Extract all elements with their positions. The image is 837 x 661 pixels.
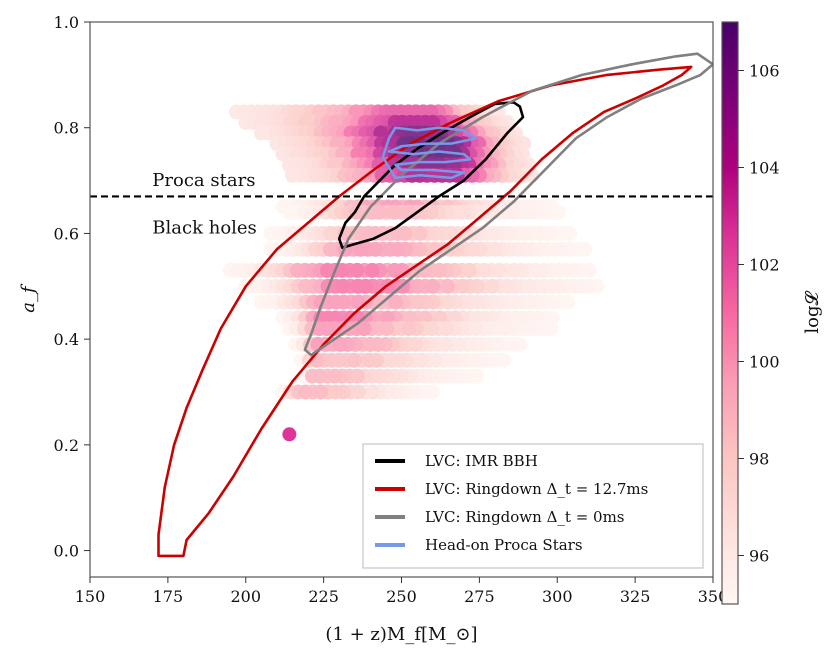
x-tick-label: 200 — [230, 587, 261, 606]
scatter-point — [346, 352, 362, 368]
colorbar-tick-label: 96 — [749, 547, 769, 566]
scatter-point — [401, 321, 417, 337]
scatter-point — [423, 321, 439, 337]
x-tick-label: 175 — [153, 587, 184, 606]
scatter-point — [461, 262, 477, 278]
scatter-point — [367, 241, 383, 257]
x-tick-label: 325 — [620, 587, 651, 606]
scatter-point — [432, 262, 447, 278]
scatter-point — [440, 278, 456, 294]
colorbar-gradient — [721, 21, 739, 605]
y-axis-label: a_f — [18, 283, 39, 313]
scatter-point — [313, 384, 328, 400]
scatter-point — [304, 368, 320, 384]
scatter-point — [352, 241, 368, 257]
scatter-point — [425, 278, 441, 294]
x-tick-label: 275 — [464, 587, 495, 606]
scatter-point — [397, 225, 413, 241]
scatter-points — [222, 104, 605, 400]
scatter-point — [453, 204, 469, 220]
y-tick-label: 0.8 — [54, 119, 79, 138]
scatter-point — [499, 278, 515, 294]
x-tick-label: 350 — [698, 587, 729, 606]
scatter-point — [365, 384, 381, 400]
scatter-point — [455, 278, 471, 294]
x-tick-label: 300 — [542, 587, 573, 606]
scatter-point — [504, 336, 520, 352]
scatter-point — [485, 278, 500, 294]
series-contour-1 — [337, 101, 525, 249]
scatter-point — [298, 114, 314, 130]
series-contour-3 — [303, 52, 713, 357]
scatter-point — [388, 294, 404, 310]
axes: Proca stars Black holes 150 175 200 225 250 275… — [18, 13, 728, 645]
scatter-point — [379, 321, 394, 337]
scatter-point — [349, 262, 365, 278]
x-tick-label: 250 — [386, 587, 417, 606]
scatter-point — [371, 204, 387, 220]
scatter-point — [487, 241, 503, 257]
x-tick-label: 225 — [308, 587, 339, 606]
legend-label: LVC: Ringdown Δ_t = 0ms — [425, 508, 625, 526]
scatter-point — [298, 384, 314, 400]
x-tick-label: 150 — [75, 587, 106, 606]
colorbar-label: log𝓛 — [802, 290, 823, 333]
scatter-point — [332, 336, 348, 352]
scatter-point — [427, 241, 443, 257]
scatter-point — [537, 278, 553, 294]
legend: LVC: IMR BBH LVC: Ringdown Δ_t = 12.7ms LV… — [362, 443, 704, 569]
scatter-point — [387, 262, 403, 278]
scatter-point — [361, 352, 377, 368]
scatter-point — [351, 294, 366, 310]
scatter-point — [425, 114, 441, 130]
y-tick-label: 0.4 — [54, 330, 79, 349]
x-axis-label: (1 + z)M_f[M_⊙] — [325, 624, 477, 645]
annotation-2: Black holes — [152, 217, 257, 238]
scatter-point — [410, 294, 426, 310]
scatter-point — [386, 204, 402, 220]
scatter-point — [491, 262, 507, 278]
scatter-point — [551, 262, 567, 278]
legend-label: LVC: Ringdown Δ_t = 12.7ms — [425, 480, 648, 498]
y-tick-label: 0.0 — [54, 542, 79, 561]
y-tick-label: 0.6 — [54, 224, 79, 243]
scatter-point — [282, 427, 297, 442]
colorbar-tick-label: 102 — [749, 256, 780, 275]
scatter-point — [438, 321, 454, 337]
scatter-point — [364, 262, 380, 278]
y-tick-label: 0.2 — [54, 436, 79, 455]
scatter-point — [349, 368, 365, 384]
legend-label: Head-on Proca Stars — [425, 536, 583, 554]
scatter-point — [390, 241, 406, 257]
plot-area — [90, 52, 713, 558]
annotation-1: Proca stars — [152, 170, 255, 191]
scatter-point — [407, 336, 423, 352]
scatter-point — [334, 262, 350, 278]
scatter-point — [412, 225, 428, 241]
legend-label: LVC: IMR BBH — [425, 452, 538, 470]
colorbar-tick-label: 98 — [749, 450, 769, 469]
scatter-point — [357, 278, 373, 294]
y-tick-label: 1.0 — [54, 13, 79, 32]
scatter-point — [498, 204, 514, 220]
scatter-point — [506, 262, 522, 278]
colorbar-tick-label: 106 — [749, 62, 780, 81]
legend-box — [362, 443, 704, 569]
colorbar: 96 98 100 102 104 106 log𝓛 — [721, 21, 823, 605]
scatter-point — [356, 321, 372, 337]
colorbar-tick-label: 100 — [749, 353, 780, 372]
scatter-point — [336, 294, 352, 310]
scatter-point — [442, 225, 458, 241]
series-contour-4 — [381, 126, 478, 180]
scatter-point — [362, 336, 378, 352]
colorbar-tick-label: 104 — [749, 159, 780, 178]
scatter-point — [327, 368, 343, 384]
scatter-point — [335, 278, 351, 294]
